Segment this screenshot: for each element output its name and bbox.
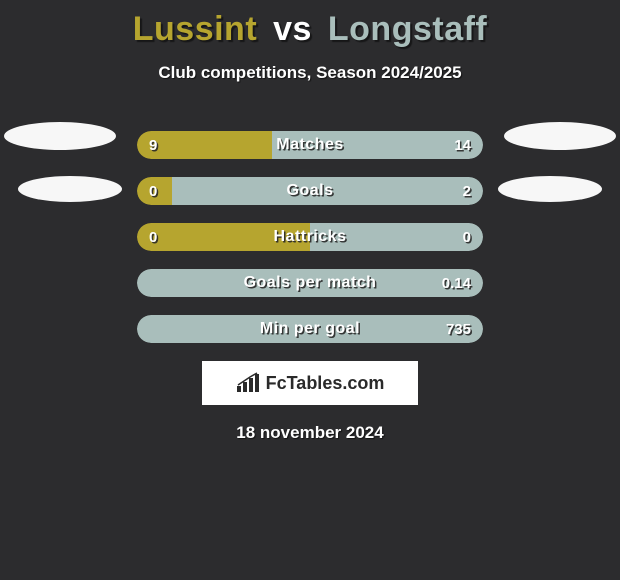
page-title: Lussint vs Longstaff: [0, 0, 620, 49]
stat-row: Matches9 14: [137, 131, 483, 159]
stat-value-right: 0.14: [430, 269, 483, 297]
stat-row: Min per goal735: [137, 315, 483, 343]
vs-text: vs: [273, 10, 312, 48]
stat-value-right: 735: [434, 315, 483, 343]
stat-label: Matches: [137, 131, 483, 159]
stat-label: Hattricks: [137, 223, 483, 251]
decorative-ellipse: [4, 122, 116, 150]
stat-row: Hattricks0 0: [137, 223, 483, 251]
stat-value-left: 9: [137, 131, 169, 159]
stat-value-right: 0: [451, 223, 483, 251]
brand-text: FcTables.com: [266, 373, 385, 394]
stat-value-right: 14: [442, 131, 483, 159]
stat-row: Goals per match0.14: [137, 269, 483, 297]
subtitle: Club competitions, Season 2024/2025: [0, 63, 620, 83]
date-label: 18 november 2024: [0, 423, 620, 443]
stat-row: Goals0 2: [137, 177, 483, 205]
player1-name: Lussint: [133, 10, 257, 48]
stats-comparison: Matches914Goals02Hattricks00Goals per ma…: [137, 131, 483, 343]
decorative-ellipse: [498, 176, 602, 202]
brand-box: FcTables.com: [202, 361, 418, 405]
decorative-ellipse: [504, 122, 616, 150]
stat-value-left: 0: [137, 177, 169, 205]
stat-value-right: 2: [451, 177, 483, 205]
player2-name: Longstaff: [328, 10, 487, 48]
stat-value-left: 0: [137, 223, 169, 251]
stat-label: Goals: [137, 177, 483, 205]
bar-chart-icon: [236, 372, 260, 394]
decorative-ellipse: [18, 176, 122, 202]
stat-label: Min per goal: [137, 315, 483, 343]
